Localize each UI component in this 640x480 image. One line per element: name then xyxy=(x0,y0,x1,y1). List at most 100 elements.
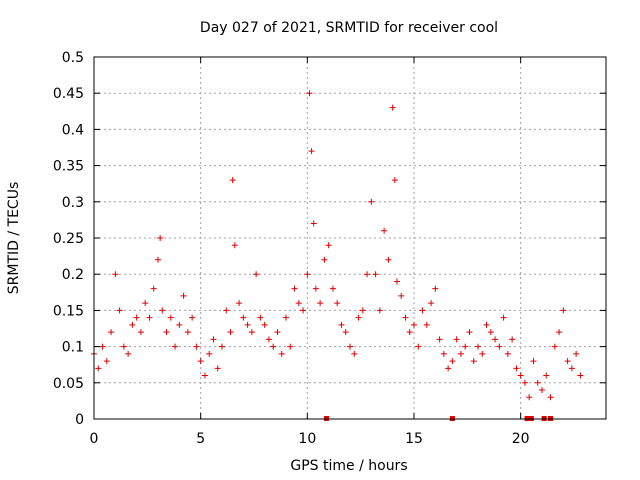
data-point xyxy=(372,271,379,278)
data-point xyxy=(159,307,166,314)
data-point xyxy=(530,358,537,365)
data-point xyxy=(487,329,494,336)
data-point xyxy=(342,329,349,336)
data-point xyxy=(440,350,447,357)
data-point xyxy=(103,358,110,365)
data-point xyxy=(236,300,243,307)
x-tick-label: 20 xyxy=(512,431,530,447)
data-point xyxy=(517,372,524,379)
data-point xyxy=(312,285,319,292)
data-point xyxy=(325,242,332,249)
grid-lines xyxy=(94,57,606,419)
data-point xyxy=(475,343,481,350)
data-point xyxy=(406,329,413,336)
y-tick-label: 0.5 xyxy=(62,50,84,66)
data-point xyxy=(321,256,328,263)
data-point xyxy=(248,329,255,336)
data-point xyxy=(227,329,234,336)
x-tick-label: 10 xyxy=(298,431,316,447)
data-point xyxy=(445,365,452,372)
data-point xyxy=(534,379,541,386)
data-point xyxy=(504,350,511,357)
x-tick-label: 15 xyxy=(405,431,423,447)
chart-title: Day 027 of 2021, SRMTID for receiver coo… xyxy=(200,20,498,36)
data-point xyxy=(295,300,302,307)
data-point xyxy=(261,321,268,328)
data-point xyxy=(376,307,383,314)
data-point xyxy=(317,300,324,307)
data-point xyxy=(457,350,464,357)
data-point xyxy=(95,365,102,372)
data-point xyxy=(176,321,183,328)
data-point xyxy=(172,343,179,350)
data-point xyxy=(163,329,170,336)
data-point xyxy=(274,329,281,336)
data-point xyxy=(483,321,490,328)
data-point xyxy=(146,314,153,321)
data-point xyxy=(201,372,208,379)
data-point xyxy=(150,285,157,292)
data-point xyxy=(287,343,294,350)
data-point xyxy=(155,256,161,263)
data-point xyxy=(389,104,396,111)
data-point xyxy=(167,314,174,321)
data-point xyxy=(479,350,486,357)
data-point xyxy=(219,343,225,350)
data-point xyxy=(125,350,132,357)
y-tick-label: 0 xyxy=(75,412,84,428)
data-point xyxy=(306,90,313,97)
data-point xyxy=(157,235,164,241)
data-point xyxy=(385,256,392,263)
data-point xyxy=(231,242,238,249)
data-point xyxy=(462,343,469,350)
data-point xyxy=(112,271,119,278)
data-point xyxy=(560,307,567,314)
data-point xyxy=(381,227,388,234)
data-point xyxy=(453,336,460,343)
data-point xyxy=(229,177,236,184)
data-point xyxy=(556,329,563,336)
data-point xyxy=(355,314,362,321)
data-point xyxy=(419,307,426,314)
data-point xyxy=(99,343,106,350)
data-point xyxy=(265,336,272,343)
data-point xyxy=(347,343,353,350)
x-axis-label: GPS time / hours xyxy=(290,458,407,474)
data-point xyxy=(133,314,140,321)
data-point xyxy=(283,314,289,321)
data-point xyxy=(359,307,366,314)
data-point xyxy=(393,278,400,285)
x-axis-ticks: 0 5 10 15 20 xyxy=(90,57,530,447)
data-point xyxy=(573,350,580,357)
data-point xyxy=(470,358,477,365)
data-point xyxy=(206,350,213,357)
data-point xyxy=(257,314,264,321)
data-point xyxy=(500,314,507,321)
data-point xyxy=(564,358,571,365)
data-point xyxy=(364,271,371,278)
data-point xyxy=(411,321,417,328)
data-point xyxy=(543,372,550,379)
x-tick-label: 5 xyxy=(196,431,205,447)
data-point xyxy=(432,285,439,292)
data-point xyxy=(428,300,435,307)
data-point xyxy=(568,365,575,372)
data-point xyxy=(551,343,558,350)
y-tick-label: 0.05 xyxy=(53,376,84,392)
data-point xyxy=(184,329,191,336)
data-point xyxy=(180,292,187,299)
y-tick-label: 0.4 xyxy=(62,122,84,138)
data-point xyxy=(436,336,443,343)
y-tick-label: 0.1 xyxy=(62,340,84,356)
y-tick-label: 0.3 xyxy=(62,195,84,211)
y-tick-label: 0.35 xyxy=(53,159,84,175)
data-point xyxy=(210,336,217,343)
data-point xyxy=(137,329,144,336)
data-point xyxy=(368,198,375,205)
data-point xyxy=(214,365,221,372)
y-axis-ticks: 0 0.05 0.1 0.15 0.2 0.25 0.3 0.35 0.4 0.45 0.5 xyxy=(53,50,606,428)
data-point xyxy=(278,350,285,357)
data-point xyxy=(466,329,473,336)
